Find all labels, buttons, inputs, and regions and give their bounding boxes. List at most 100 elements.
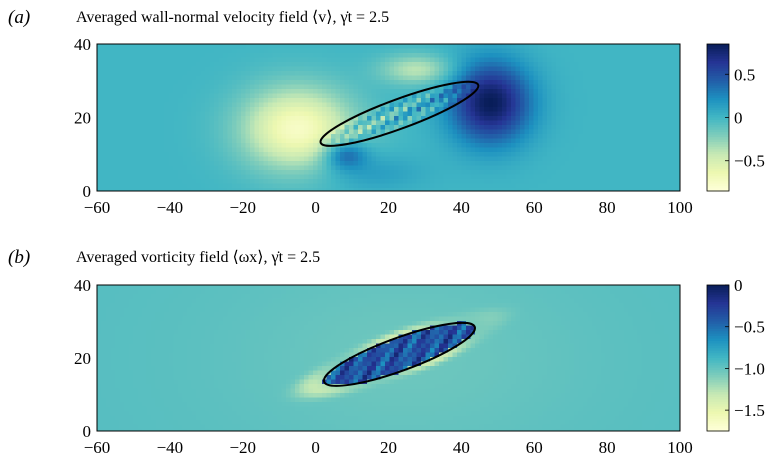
heatmap-cell xyxy=(578,188,584,191)
heatmap-cell xyxy=(173,48,179,54)
heatmap-cell xyxy=(569,107,575,113)
heatmap-cell xyxy=(277,303,283,309)
heatmap-cell xyxy=(326,80,332,86)
heatmap-cell xyxy=(668,84,674,90)
heatmap-cell xyxy=(110,98,116,104)
heatmap-cell xyxy=(385,134,391,140)
heatmap-cell xyxy=(304,125,310,131)
heatmap-cell xyxy=(214,93,220,99)
heatmap-cell xyxy=(295,107,301,113)
heatmap-cell xyxy=(227,170,233,176)
heatmap-cell xyxy=(182,188,188,191)
heatmap-cell xyxy=(623,98,629,104)
heatmap-cell xyxy=(371,134,377,140)
heatmap-cell xyxy=(623,80,629,86)
heatmap-cell xyxy=(412,80,418,86)
heatmap-cell xyxy=(205,294,211,300)
heatmap-cell xyxy=(668,179,674,185)
heatmap-cell xyxy=(614,93,620,99)
heatmap-cell xyxy=(403,303,409,309)
heatmap-cell xyxy=(479,143,485,149)
heatmap-cell xyxy=(241,298,247,304)
heatmap-cell xyxy=(259,71,265,77)
heatmap-cell xyxy=(268,116,274,122)
heatmap-cell xyxy=(551,143,557,149)
heatmap-cell xyxy=(124,71,130,77)
heatmap-cell xyxy=(542,170,548,176)
heatmap-cell xyxy=(313,174,319,180)
heatmap-cell xyxy=(236,107,242,113)
heatmap-cell xyxy=(452,152,458,158)
heatmap-cell xyxy=(641,294,647,300)
heatmap-cell xyxy=(326,179,332,185)
heatmap-cell xyxy=(430,57,436,63)
heatmap-cell xyxy=(443,179,449,185)
heatmap-cell xyxy=(493,143,499,149)
heatmap-cell xyxy=(398,147,404,153)
heatmap-cell xyxy=(623,165,629,171)
heatmap-cell xyxy=(295,298,301,304)
heatmap-cell xyxy=(587,107,593,113)
heatmap-cell xyxy=(200,44,206,50)
heatmap-cell xyxy=(286,80,292,86)
heatmap-cell xyxy=(556,84,562,90)
heatmap-cell xyxy=(263,44,269,50)
heatmap-cell xyxy=(268,53,274,59)
heatmap-cell xyxy=(524,285,530,291)
heatmap-cell xyxy=(551,48,557,54)
heatmap-cell xyxy=(479,174,485,180)
heatmap-cell xyxy=(646,125,652,131)
heatmap-cell xyxy=(461,152,467,158)
heatmap-cell xyxy=(470,111,476,117)
heatmap-cell xyxy=(529,102,535,108)
heatmap-cell xyxy=(259,66,265,72)
heatmap-cell xyxy=(259,98,265,104)
panel-a-label: (a) xyxy=(8,7,30,28)
heatmap-cell xyxy=(398,174,404,180)
heatmap-cell xyxy=(97,107,103,113)
heatmap-cell xyxy=(493,57,499,63)
heatmap-cell xyxy=(277,48,283,54)
heatmap-cell xyxy=(295,294,301,300)
heatmap-cell xyxy=(565,138,571,144)
heatmap-cell xyxy=(439,75,445,81)
heatmap-cell xyxy=(164,165,170,171)
heatmap-cell xyxy=(223,188,229,191)
heatmap-cell xyxy=(659,294,665,300)
heatmap-cell xyxy=(466,48,472,54)
heatmap-cell xyxy=(178,75,184,81)
heatmap-cell xyxy=(385,116,391,122)
heatmap-cell xyxy=(142,111,148,117)
heatmap-cell xyxy=(637,147,643,153)
heatmap-cell xyxy=(268,303,274,309)
heatmap-cell xyxy=(106,156,112,162)
heatmap-cell xyxy=(587,111,593,117)
heatmap-cell xyxy=(578,57,584,63)
heatmap-cell xyxy=(317,161,323,167)
heatmap-cell xyxy=(146,143,152,149)
heatmap-cell xyxy=(358,165,364,171)
heatmap-cell xyxy=(308,156,314,162)
heatmap-cell xyxy=(470,156,476,162)
heatmap-cell xyxy=(371,289,377,295)
heatmap-cell xyxy=(470,134,476,140)
heatmap-cell xyxy=(560,84,566,90)
heatmap-cell xyxy=(317,303,323,309)
heatmap-cell xyxy=(160,298,166,304)
heatmap-cell xyxy=(673,107,679,113)
heatmap-cell xyxy=(214,174,220,180)
heatmap-cell xyxy=(232,152,238,158)
heatmap-cell xyxy=(155,93,161,99)
heatmap-cell xyxy=(596,165,602,171)
heatmap-cell xyxy=(484,75,490,81)
heatmap-cell xyxy=(232,188,238,191)
heatmap-cell xyxy=(596,71,602,77)
heatmap-cell xyxy=(200,66,206,72)
heatmap-cell xyxy=(115,143,121,149)
heatmap-cell xyxy=(524,143,530,149)
heatmap-cell xyxy=(317,111,323,117)
heatmap-cell xyxy=(205,116,211,122)
heatmap-cell xyxy=(227,285,233,291)
heatmap-cell xyxy=(556,66,562,72)
heatmap-cell xyxy=(475,98,481,104)
